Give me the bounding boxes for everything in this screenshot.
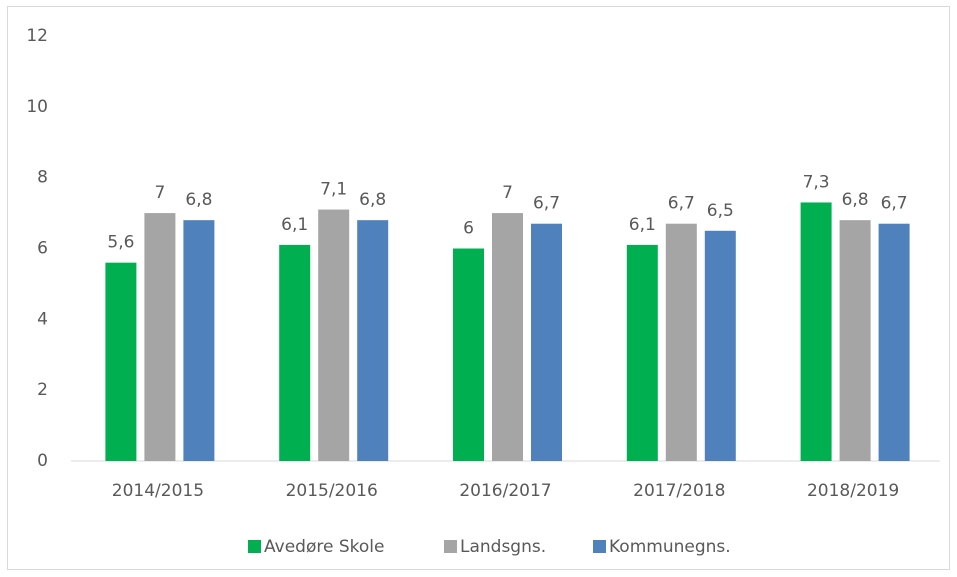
legend-label: Landsgns. xyxy=(460,537,546,557)
bar xyxy=(183,220,215,461)
data-label: 6 xyxy=(463,219,474,239)
y-tick-label: 6 xyxy=(37,239,48,259)
data-label: 5,6 xyxy=(107,233,134,253)
bar xyxy=(105,262,137,461)
y-tick-label: 12 xyxy=(26,26,48,46)
y-tick-label: 2 xyxy=(37,380,48,400)
bar xyxy=(878,223,910,461)
y-tick-label: 10 xyxy=(26,97,48,117)
bar xyxy=(279,244,311,461)
data-label: 7 xyxy=(502,183,513,203)
bar xyxy=(492,213,523,461)
data-label: 7 xyxy=(154,183,165,203)
x-tick-label: 2018/2019 xyxy=(807,481,899,501)
legend-swatch xyxy=(444,540,457,553)
x-tick-label: 2016/2017 xyxy=(459,481,551,501)
y-tick-label: 4 xyxy=(37,309,48,329)
x-tick-label: 2017/2018 xyxy=(633,481,725,501)
y-tick-label: 0 xyxy=(37,451,48,471)
bar xyxy=(531,223,562,461)
bar xyxy=(357,220,389,461)
bar xyxy=(144,213,176,461)
bar xyxy=(665,223,697,461)
x-tick-label: 2014/2015 xyxy=(112,481,204,501)
data-label: 6,1 xyxy=(629,215,656,235)
bar xyxy=(800,202,832,462)
legend-swatch xyxy=(593,540,606,553)
bar xyxy=(453,248,484,461)
bar xyxy=(839,220,871,461)
data-label: 6,8 xyxy=(185,190,212,210)
data-label: 7,1 xyxy=(320,180,347,200)
bar xyxy=(704,230,736,461)
data-label: 7,3 xyxy=(803,172,830,192)
data-label: 6,7 xyxy=(668,194,695,214)
y-tick-label: 8 xyxy=(37,168,48,188)
data-label: 6,1 xyxy=(281,215,308,235)
x-tick-label: 2015/2016 xyxy=(286,481,378,501)
data-label: 6,7 xyxy=(881,194,908,214)
legend-swatch xyxy=(248,540,261,553)
data-label: 6,5 xyxy=(707,201,734,221)
bar xyxy=(626,244,658,461)
data-label: 6,7 xyxy=(533,194,560,214)
bar xyxy=(318,209,350,461)
legend-label: Avedøre Skole xyxy=(264,537,384,557)
legend-label: Kommunegns. xyxy=(609,537,731,557)
data-label: 6,8 xyxy=(842,190,869,210)
data-label: 6,8 xyxy=(359,190,386,210)
